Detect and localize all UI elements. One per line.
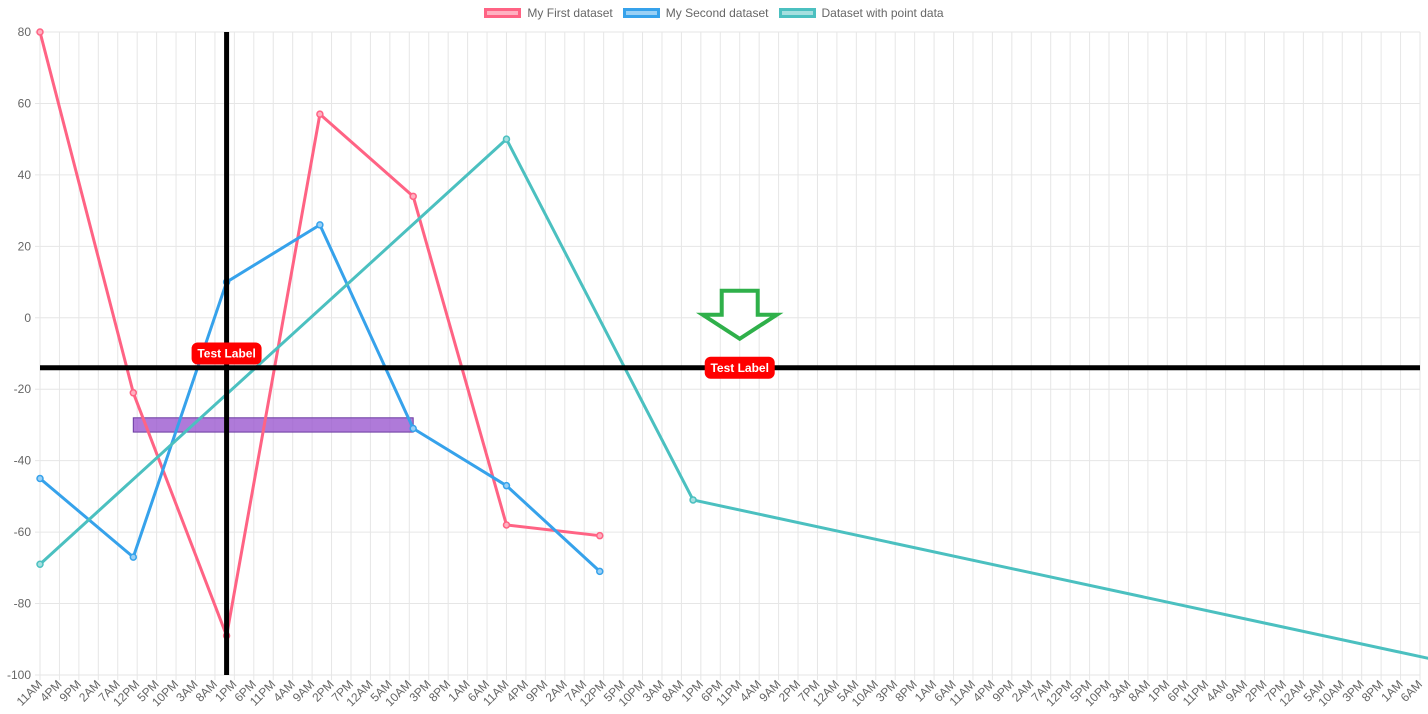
data-point (316, 221, 324, 229)
data-point (36, 560, 44, 569)
data-point (129, 389, 138, 397)
data-point (36, 28, 44, 36)
legend-label: My Second dataset (665, 6, 769, 20)
y-tick-label: 60 (18, 96, 32, 110)
data-point (316, 110, 324, 118)
legend-item-3[interactable]: Dataset with point data (778, 6, 944, 20)
legend-swatch (622, 8, 660, 18)
series-1 (36, 28, 604, 640)
series-line (38, 137, 1428, 660)
annotation-label-box (704, 356, 775, 379)
legend-item-2[interactable]: My Second dataset (622, 6, 769, 20)
data-point (689, 496, 697, 504)
data-point (409, 424, 417, 433)
annotation-label-text: Test Label (710, 361, 768, 375)
y-tick-label: 40 (18, 168, 32, 182)
y-tick-label: -40 (14, 454, 32, 468)
y-tick-label: 80 (18, 25, 32, 39)
data-point (502, 481, 511, 490)
x-tick-label: 6AM (1398, 677, 1425, 704)
legend-swatch (484, 8, 522, 18)
legend-swatch (778, 8, 816, 18)
y-tick-label: -20 (14, 382, 32, 396)
chart-legend: My First dataset My Second dataset Dataset… (0, 6, 1428, 20)
legend-label: My First dataset (527, 6, 613, 20)
annotation-label: Test Label (191, 342, 262, 365)
annotation-label-text: Test Label (197, 347, 255, 361)
data-point (129, 553, 138, 561)
grid-lines (35, 31, 1421, 680)
data-point (596, 531, 604, 540)
annotation-arrow-icon (695, 288, 784, 342)
y-tick-label: 20 (18, 239, 32, 253)
series-3 (36, 135, 1428, 660)
y-tick-label: -80 (14, 597, 32, 611)
series-line (38, 31, 600, 638)
series-2 (36, 221, 604, 576)
data-point (502, 135, 511, 143)
legend-item-1[interactable]: My First dataset (484, 6, 613, 20)
y-tick-label: -60 (14, 525, 32, 539)
annotation-label-box (191, 342, 262, 365)
series-line (39, 223, 601, 573)
annotation-label: Test Label (704, 356, 775, 379)
data-point (596, 567, 604, 576)
legend-label: Dataset with point data (821, 6, 944, 20)
data-point (409, 192, 417, 201)
y-tick-label: -100 (7, 668, 31, 682)
data-point (502, 521, 511, 529)
data-point (36, 474, 44, 483)
y-tick-label: 0 (24, 311, 31, 325)
